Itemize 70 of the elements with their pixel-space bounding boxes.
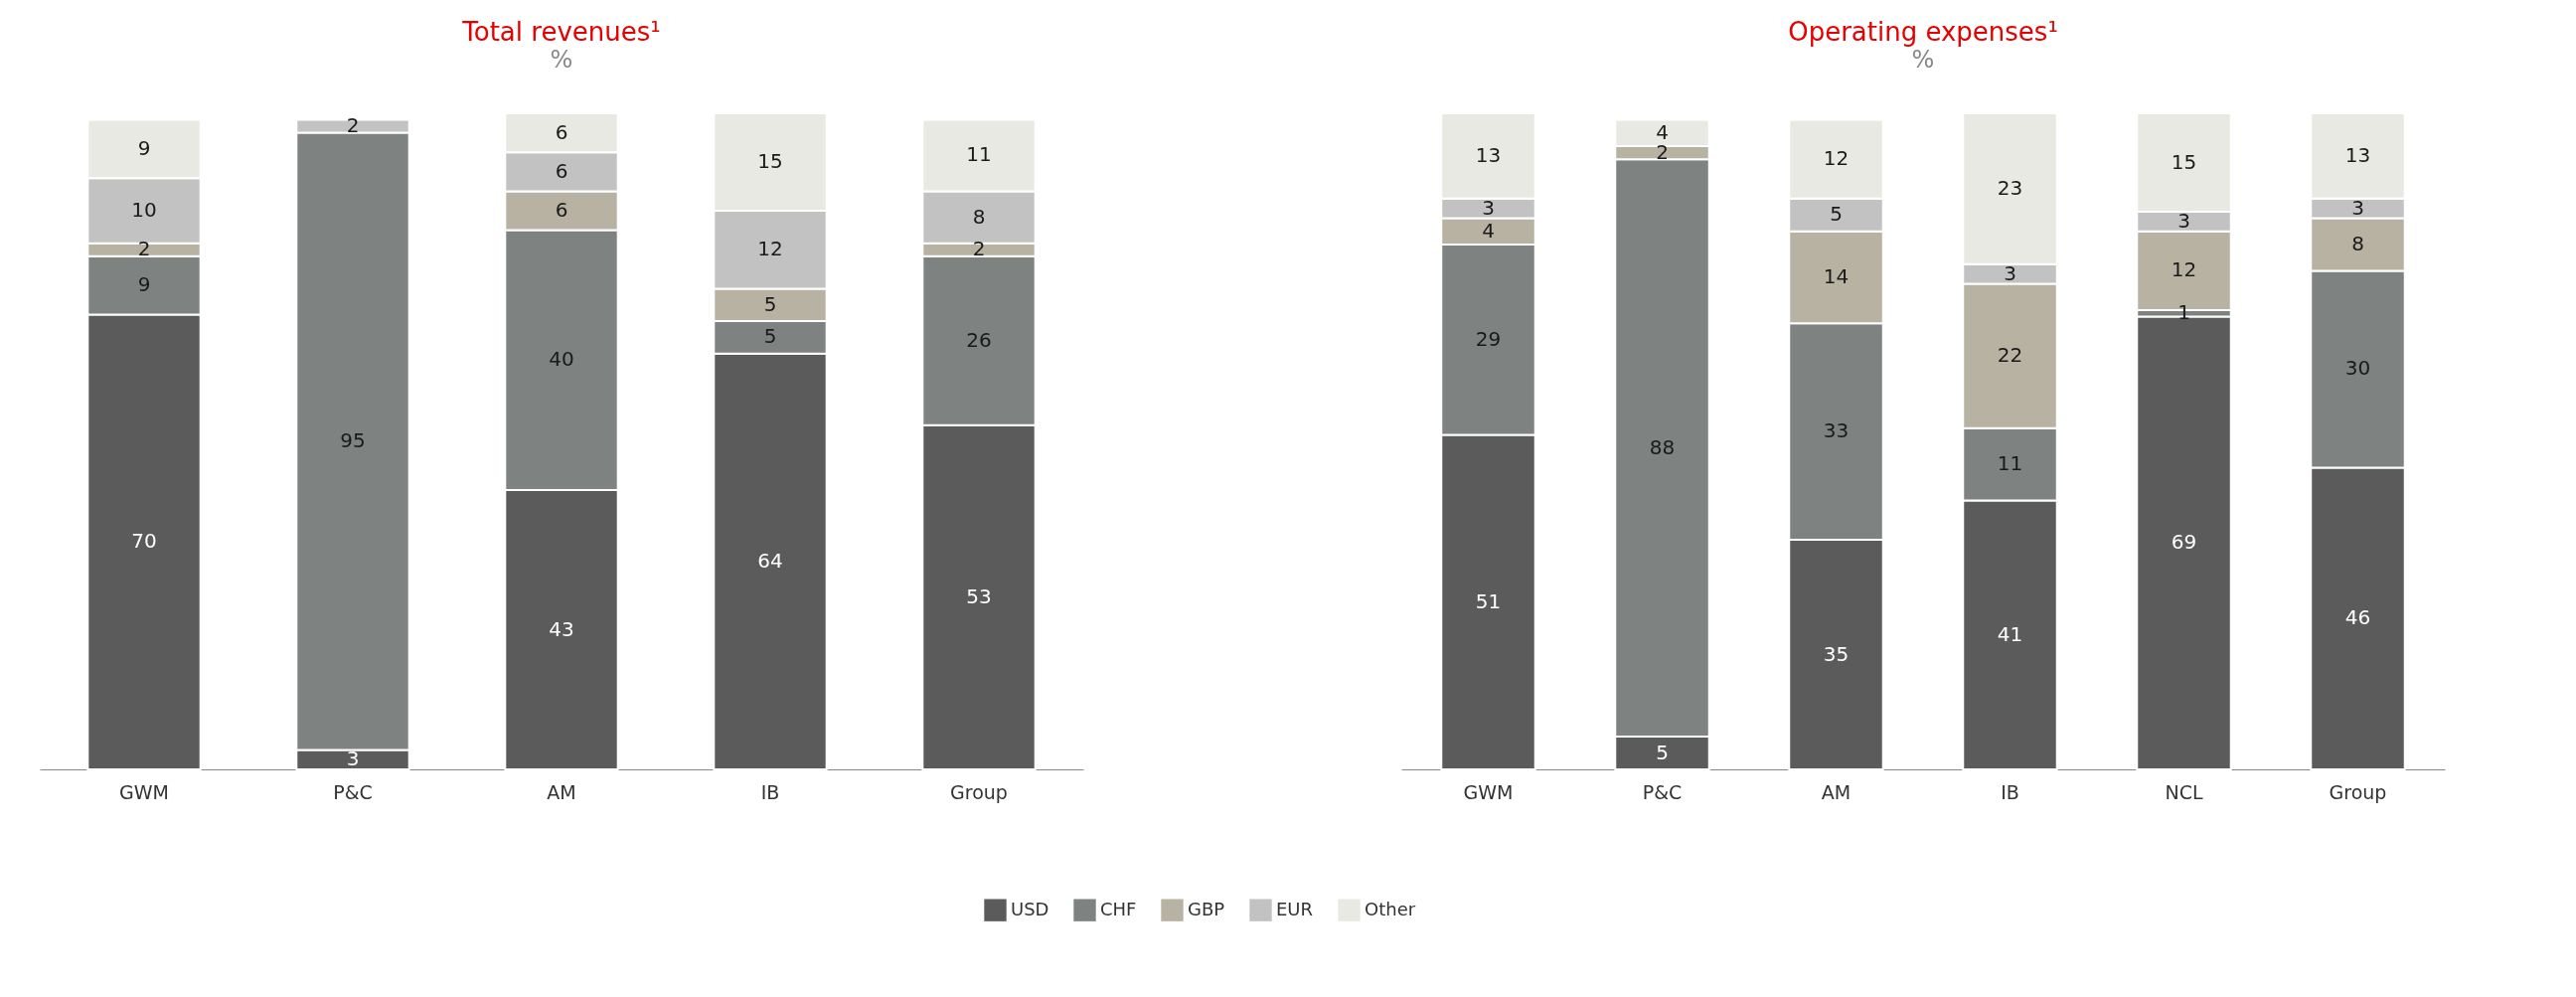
data-label: 43 xyxy=(549,616,574,641)
x-tick-label: AM xyxy=(1821,780,1852,803)
x-tick-label: AM xyxy=(547,780,576,803)
data-label: 13 xyxy=(1475,142,1502,167)
data-label: 5 xyxy=(1656,740,1669,764)
x-tick-label: NCL xyxy=(2165,780,2203,803)
data-label: 14 xyxy=(1823,264,1850,288)
data-label: 29 xyxy=(1475,326,1502,351)
data-label: 4 xyxy=(1482,218,1495,243)
x-tick-label: Group xyxy=(2329,780,2387,803)
data-label: 8 xyxy=(972,204,986,229)
data-label: 41 xyxy=(1997,621,2023,646)
x-tick-label: IB xyxy=(2001,780,2019,803)
data-label: 9 xyxy=(137,135,151,160)
data-label: 1 xyxy=(2177,300,2190,325)
data-label: 35 xyxy=(1823,641,1850,666)
data-label: 15 xyxy=(2171,149,2197,174)
chart-subtitle: % xyxy=(550,46,573,74)
data-label: 3 xyxy=(2177,208,2190,233)
x-tick-label: Group xyxy=(950,780,1008,803)
x-tick-label: P&C xyxy=(1642,780,1683,803)
data-label: 64 xyxy=(757,548,783,573)
x-tick-label: GWM xyxy=(119,780,169,803)
data-label: 2 xyxy=(137,237,151,261)
data-label: 11 xyxy=(966,142,992,167)
data-label: 2 xyxy=(346,113,360,138)
data-label: 6 xyxy=(555,119,568,144)
data-label: 3 xyxy=(2004,260,2016,285)
data-label: 51 xyxy=(1475,588,1502,613)
legend-label: CHF xyxy=(1100,898,1137,919)
data-label: 6 xyxy=(555,198,568,223)
chart-title: Total revenues¹ xyxy=(461,17,661,47)
data-label: 9 xyxy=(137,272,151,297)
data-label: 10 xyxy=(131,198,157,223)
data-label: 95 xyxy=(340,428,366,452)
data-label: 3 xyxy=(346,747,360,771)
data-label: 3 xyxy=(2351,195,2364,220)
chart-title: Operating expenses¹ xyxy=(1788,17,2058,47)
data-label: 6 xyxy=(555,158,568,183)
data-label: 69 xyxy=(2171,530,2197,555)
data-label: 33 xyxy=(1823,418,1850,443)
chart-subtitle: % xyxy=(1911,46,1935,74)
data-label: 40 xyxy=(549,347,574,372)
data-label: 30 xyxy=(2344,356,2371,381)
data-label: 2 xyxy=(972,237,986,261)
data-label: 26 xyxy=(966,327,992,352)
legend-label: Other xyxy=(1365,898,1416,919)
data-label: 46 xyxy=(2344,605,2371,630)
data-label: 8 xyxy=(2351,232,2364,255)
data-label: 5 xyxy=(1830,202,1843,227)
x-tick-label: IB xyxy=(760,780,780,803)
data-label: 53 xyxy=(966,583,992,608)
data-label: 12 xyxy=(1823,146,1850,171)
legend-label: GBP xyxy=(1188,898,1225,919)
data-label: 3 xyxy=(1482,195,1495,220)
data-label: 70 xyxy=(131,529,157,554)
data-label: 88 xyxy=(1649,434,1676,459)
x-tick-label: P&C xyxy=(333,780,373,803)
data-label: 5 xyxy=(763,324,777,349)
data-label: 5 xyxy=(763,291,777,316)
data-label: 22 xyxy=(1997,343,2023,368)
data-label: 12 xyxy=(757,237,783,261)
x-tick-label: GWM xyxy=(1463,780,1514,803)
data-label: 15 xyxy=(757,149,783,174)
legend-label: USD xyxy=(1011,898,1049,919)
data-label: 12 xyxy=(2171,257,2197,282)
data-label: 11 xyxy=(1997,451,2023,476)
data-label: 23 xyxy=(1997,175,2023,200)
data-label: 13 xyxy=(2344,142,2371,167)
legend-label: EUR xyxy=(1276,898,1314,919)
